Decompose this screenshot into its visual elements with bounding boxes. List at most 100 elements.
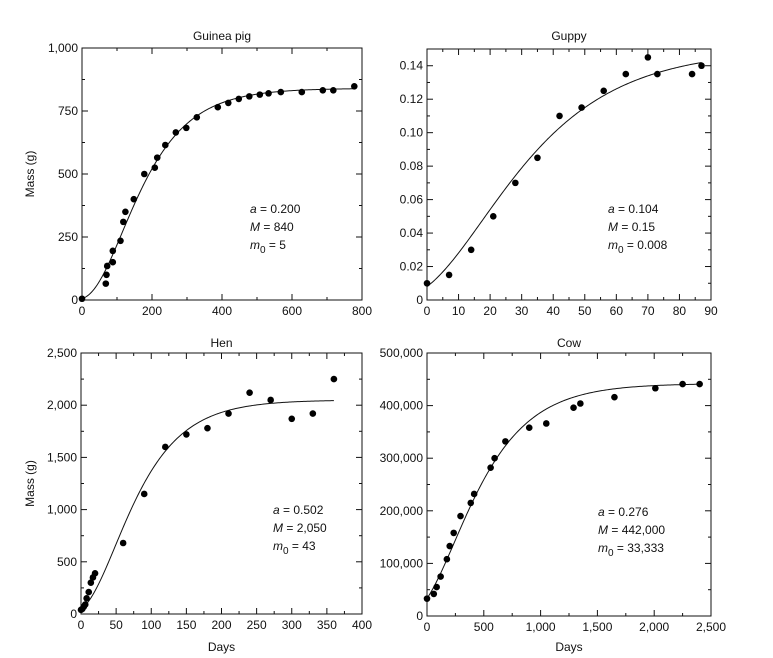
data-point [109, 258, 117, 266]
data-point [91, 569, 99, 577]
data-point [351, 83, 358, 90]
x-tick-label: 300 [282, 618, 302, 632]
param-value: 43 [302, 539, 316, 553]
data-point [450, 529, 457, 537]
y-tick-label: 1,000 [47, 503, 77, 517]
param-symbol: a [608, 202, 615, 216]
data-point [309, 410, 317, 417]
data-point [556, 112, 563, 120]
y-tick-label: 100,000 [380, 556, 424, 570]
y-tick-label: 200,000 [380, 504, 424, 518]
plot-frame [80, 352, 363, 615]
x-tick-label: 500 [474, 620, 494, 634]
data-point [246, 93, 253, 100]
data-point [570, 404, 577, 412]
data-point [445, 271, 453, 279]
plot-frame [426, 48, 712, 301]
data-point [578, 104, 585, 111]
data-point [117, 237, 124, 245]
param-value: 0.200 [270, 202, 300, 216]
x-tick-label: 90 [704, 304, 718, 318]
data-point [423, 279, 431, 287]
param-equals: = [283, 521, 297, 535]
param-subscript: 0 [608, 548, 614, 559]
data-point [502, 438, 509, 445]
chart-title: Cow [557, 336, 581, 350]
y-tick-label: 0.12 [400, 92, 424, 106]
param-annotation-m: M = 0.15 [608, 220, 655, 234]
x-tick-label: 100 [141, 618, 161, 632]
x-tick-label: 0 [79, 304, 86, 318]
y-tick-label: 0 [70, 607, 77, 621]
param-annotation-m: M = 442,000 [598, 523, 665, 537]
param-equals: = [614, 541, 628, 555]
x-tick-label: 1,000 [526, 620, 556, 634]
param-symbol: m [598, 541, 608, 555]
chart-panel-hen: Hen 0 50 100 150 200 250 300 350 400 0 500 1,000 1,50… [23, 336, 372, 654]
param-annotation-m: M = 2,050 [273, 521, 327, 535]
data-point [256, 91, 264, 98]
data-point [140, 490, 148, 498]
param-symbol: m [250, 238, 260, 252]
data-point [433, 583, 440, 591]
fit-curve [426, 61, 702, 288]
x-tick-label: 350 [317, 618, 337, 632]
x-tick-label: 1,500 [582, 620, 612, 634]
data-point [78, 295, 86, 303]
param-equals: = [615, 202, 629, 216]
y-tick-label: 2,500 [47, 346, 77, 360]
param-equals: = [280, 503, 294, 517]
param-annotation-a: a = 0.502 [273, 503, 324, 517]
x-tick-label: 2,500 [696, 620, 726, 634]
param-symbol: M [598, 523, 608, 537]
data-point [696, 380, 703, 388]
x-tick-label: 400 [212, 304, 232, 318]
data-point [122, 208, 129, 216]
y-tick-label: 0.14 [400, 59, 424, 73]
data-point [225, 99, 232, 107]
param-value: 0.276 [618, 505, 648, 519]
data-point [85, 588, 93, 596]
y-tick-label: 750 [58, 104, 78, 118]
param-subscript: 0 [283, 546, 289, 557]
plot-frame [81, 47, 363, 301]
y-tick-label: 2,000 [47, 398, 77, 412]
data-point [81, 601, 89, 608]
param-annotation-m0: m0 = 43 [273, 539, 316, 557]
x-tick-label: 400 [352, 618, 372, 632]
data-point [430, 590, 438, 598]
y-tick-label: 1,000 [48, 41, 78, 55]
data-point [119, 539, 127, 547]
param-value: 2,050 [297, 521, 327, 535]
param-symbol: a [598, 505, 605, 519]
data-point [600, 87, 608, 95]
param-value: 0.15 [632, 220, 656, 234]
x-tick-label: 200 [211, 618, 231, 632]
y-tick-label: 500 [57, 555, 77, 569]
param-symbol: m [608, 238, 618, 252]
data-point [491, 454, 498, 462]
x-tick-label: 70 [641, 304, 655, 318]
data-point [214, 103, 222, 111]
data-point [467, 499, 475, 507]
data-point [443, 555, 451, 563]
param-equals: = [608, 523, 622, 537]
data-point [679, 380, 686, 388]
x-tick-label: 50 [109, 618, 123, 632]
y-tick-label: 0 [416, 609, 423, 623]
data-point [330, 375, 338, 383]
data-point [437, 573, 444, 580]
data-point [267, 396, 274, 404]
x-tick-label: 80 [673, 304, 687, 318]
data-point [542, 420, 550, 427]
data-point [103, 271, 110, 279]
y-tick-label: 500 [58, 167, 78, 181]
param-value: 5 [279, 238, 286, 252]
fit-curve [80, 400, 334, 610]
data-point [141, 170, 148, 178]
x-axis-label: Days [208, 640, 235, 654]
data-point [489, 213, 497, 220]
param-value: 0.008 [637, 238, 667, 252]
data-point [162, 141, 169, 149]
